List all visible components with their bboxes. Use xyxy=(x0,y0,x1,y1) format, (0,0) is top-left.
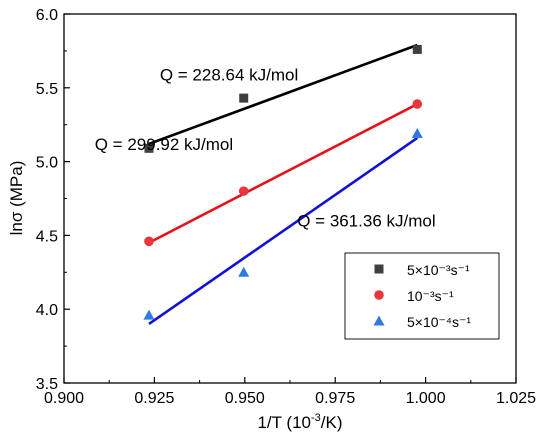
y-tick-label: 3.5 xyxy=(36,376,58,393)
fit-line-triangle xyxy=(148,136,419,326)
y-tick-label: 5.0 xyxy=(36,155,58,172)
data-point-circle xyxy=(144,236,154,247)
data-point-square xyxy=(239,93,249,103)
legend-marker-circle xyxy=(374,290,384,300)
data-point-circle xyxy=(412,99,423,109)
legend-label: 10⁻³s⁻¹ xyxy=(407,288,454,304)
annotations: Q = 228.64 kJ/mol Q = 299.92 kJ/mol Q = 36… xyxy=(95,65,436,230)
x-tick-label: 1.025 xyxy=(496,390,536,407)
x-tick-label: 0.975 xyxy=(315,390,355,407)
x-tick-label: 1.000 xyxy=(406,390,446,407)
x-tick-label: 0.950 xyxy=(225,390,265,407)
data-markers xyxy=(143,44,423,320)
y-axis-title: lnσ (MPa) xyxy=(7,161,26,236)
activation-energy-label: Q = 228.64 kJ/mol xyxy=(160,65,298,84)
y-tick-label: 6.0 xyxy=(36,7,58,24)
y-tick-label: 4.5 xyxy=(36,228,58,245)
y-tick-label: 5.5 xyxy=(36,81,58,98)
data-point-square xyxy=(412,44,422,54)
legend: 5×10⁻³s⁻¹ 10⁻³s⁻¹ 5×10⁻⁴s⁻¹ xyxy=(344,252,500,340)
activation-energy-label: Q = 361.36 kJ/mol xyxy=(297,212,435,231)
x-tick-label: 0.925 xyxy=(134,390,174,407)
data-point-triangle xyxy=(411,128,423,139)
data-point-square xyxy=(144,143,154,153)
legend-marker-triangle xyxy=(373,315,385,326)
legend-label: 5×10⁻³s⁻¹ xyxy=(407,262,470,278)
data-point-circle xyxy=(238,186,249,196)
fit-line-square xyxy=(148,43,418,146)
axis-ticks: 0.900 0.925 0.950 0.975 1.000 1.025 3.5 4.0 4.5 5… xyxy=(36,7,536,407)
y-tick-label: 4.0 xyxy=(36,302,58,319)
legend-marker-square xyxy=(374,264,384,274)
x-axis-title: 1/T (10-3/K) xyxy=(257,412,342,432)
data-point-triangle xyxy=(143,309,155,320)
legend-label: 5×10⁻⁴s⁻¹ xyxy=(407,314,471,330)
x-tick-label: 0.900 xyxy=(44,390,84,407)
legend-box xyxy=(344,252,500,340)
fit-line-circle xyxy=(148,102,418,244)
activation-energy-label: Q = 299.92 kJ/mol xyxy=(95,135,233,154)
data-point-triangle xyxy=(238,266,250,277)
fit-lines xyxy=(148,43,419,326)
